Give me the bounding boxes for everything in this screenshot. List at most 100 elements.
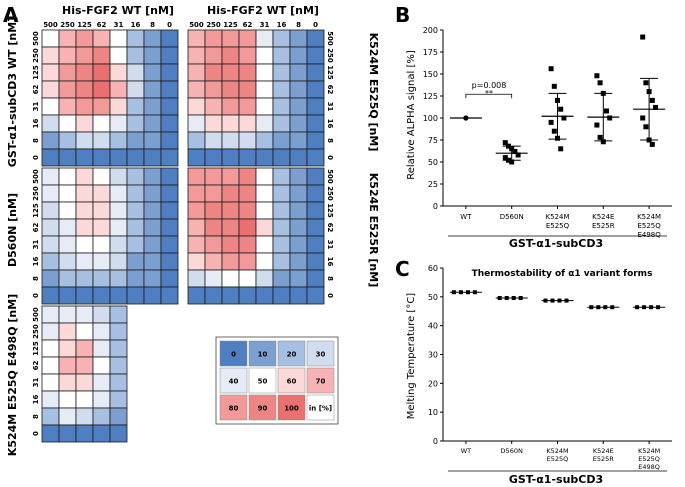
heatmap-cell	[221, 148, 240, 167]
y-tick-label: 200	[423, 26, 438, 35]
heatmap-cell	[187, 252, 206, 271]
heatmap-cell	[272, 167, 291, 186]
heatmap-cell	[126, 46, 145, 65]
row-label: 0	[32, 155, 40, 160]
heatmap-cell	[92, 322, 111, 341]
y-tick-label: 175	[423, 48, 438, 57]
heatmap-cell	[187, 29, 206, 48]
heatmap-cell	[109, 322, 128, 341]
heatmap-cell	[187, 148, 206, 167]
heatmap-cell	[272, 269, 291, 288]
row-label: 62	[32, 85, 40, 95]
legend-label: 90	[258, 405, 268, 413]
heatmap-cell	[126, 252, 145, 271]
heatmap-cell	[41, 286, 60, 305]
heatmap-cell	[92, 114, 111, 133]
data-point	[594, 122, 600, 128]
row-label: 500	[326, 169, 334, 184]
legend-label: 30	[316, 351, 326, 359]
heatmap-cell	[109, 424, 128, 443]
heatmap-cell	[41, 407, 60, 426]
heatmap-cell	[221, 184, 240, 203]
column-label: 500	[43, 21, 58, 29]
data-point	[558, 146, 564, 152]
legend-swatch	[277, 340, 306, 367]
heatmap-cell	[272, 201, 291, 220]
panel-c-ylabel: Melting Temperature [°C]	[406, 293, 417, 420]
heatmap-cell	[255, 286, 274, 305]
heatmap-cell	[58, 167, 77, 186]
data-point	[551, 83, 557, 89]
heatmap-cell	[289, 235, 308, 254]
heatmap-cell	[41, 356, 60, 375]
heatmap-cell	[143, 80, 162, 99]
row-label-k524e-e525r: K524E E525R [nM]	[367, 173, 380, 287]
data-point	[504, 295, 509, 300]
heatmap-cell	[58, 373, 77, 392]
heatmap-cell	[204, 184, 223, 203]
heatmap-cell	[221, 29, 240, 48]
data-point	[643, 80, 649, 86]
heatmap-cell	[109, 390, 128, 409]
data-point	[512, 148, 518, 154]
heatmap-cell	[75, 114, 94, 133]
heatmap-cell	[143, 201, 162, 220]
row-label: 31	[32, 102, 40, 112]
data-point	[472, 290, 477, 295]
data-point	[649, 97, 655, 103]
heatmap-cell	[75, 201, 94, 220]
row-label: 16	[32, 119, 40, 129]
heatmap-cell	[255, 201, 274, 220]
row-label: 125	[326, 65, 334, 80]
column-label: 62	[97, 21, 107, 29]
heatmap-cell	[41, 184, 60, 203]
heatmap-cell	[204, 63, 223, 82]
heatmap-cell	[75, 373, 94, 392]
heatmap-cell	[58, 424, 77, 443]
significance-bracket	[465, 93, 513, 99]
heatmap-cell	[109, 252, 128, 271]
heatmap-cell	[58, 46, 77, 65]
data-point	[607, 115, 613, 121]
heatmap-cell	[204, 114, 223, 133]
heatmap-cell	[187, 218, 206, 237]
heatmap-cell	[41, 235, 60, 254]
heatmap-cell	[92, 390, 111, 409]
y-tick-label: 75	[428, 136, 438, 145]
heatmap-cell	[272, 114, 291, 133]
data-point	[511, 295, 516, 300]
heatmap-cell	[306, 201, 325, 220]
x-tick-label: K524E	[593, 447, 614, 455]
heatmap-cell	[92, 63, 111, 82]
x-tick-label: K524M	[637, 213, 661, 221]
heatmap-cell	[41, 114, 60, 133]
heatmap-cell	[255, 114, 274, 133]
data-point	[515, 152, 521, 158]
heatmap-cell	[289, 114, 308, 133]
heatmap-cell	[238, 29, 257, 48]
data-point	[502, 140, 508, 146]
heatmap-cell	[238, 97, 257, 116]
heatmap-cell	[92, 373, 111, 392]
heatmap-cell	[58, 252, 77, 271]
heatmap-cell	[221, 269, 240, 288]
data-point	[604, 108, 609, 114]
heatmap-cell	[306, 286, 325, 305]
heatmap-cell	[289, 46, 308, 65]
heatmap-cell	[41, 322, 60, 341]
heatmap-cell	[109, 80, 128, 99]
heatmap-cell	[75, 356, 94, 375]
heatmap-cell	[187, 63, 206, 82]
heatmap-cell	[109, 184, 128, 203]
data-point	[596, 305, 601, 310]
heatmap-cell	[143, 218, 162, 237]
heatmap-cell	[126, 29, 145, 48]
legend-label: 10	[258, 351, 268, 359]
heatmap-cell	[238, 235, 257, 254]
x-tick-label: E525Q	[546, 222, 570, 230]
heatmap-cell	[160, 235, 179, 254]
heatmap-cell	[75, 269, 94, 288]
panel-c-chart: Thermostability of α1 variant forms Melt…	[406, 264, 672, 486]
data-point	[555, 97, 560, 103]
row-label: 62	[32, 223, 40, 233]
